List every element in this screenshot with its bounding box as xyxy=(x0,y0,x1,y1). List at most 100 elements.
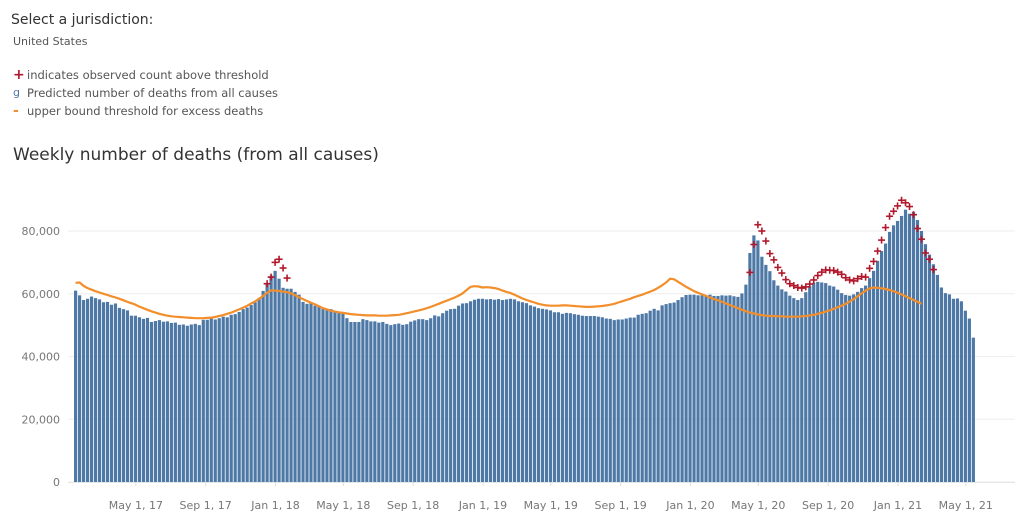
bar xyxy=(512,299,517,482)
bar xyxy=(453,308,457,482)
bar xyxy=(832,286,836,482)
bar xyxy=(181,324,185,482)
bar xyxy=(165,321,169,482)
bar xyxy=(508,298,513,482)
bar xyxy=(776,285,780,482)
above-threshold-marker xyxy=(830,267,838,275)
x-tick-label: May 1, 20 xyxy=(731,499,785,512)
bar xyxy=(353,321,357,482)
bar xyxy=(572,314,576,482)
bar xyxy=(161,321,165,482)
jurisdiction-select[interactable]: United States xyxy=(13,35,88,48)
bar xyxy=(576,314,580,482)
x-tick-label: Sep 1, 18 xyxy=(387,499,439,512)
bar xyxy=(245,307,249,482)
bar xyxy=(77,295,82,482)
x-tick-label: May 1, 17 xyxy=(109,499,163,512)
above-threshold-marker xyxy=(874,247,882,255)
bar xyxy=(748,252,752,482)
bar xyxy=(229,314,233,482)
above-threshold-marker xyxy=(818,268,826,276)
bar xyxy=(808,286,812,482)
bar xyxy=(540,308,545,482)
above-threshold-marker xyxy=(283,274,291,282)
bar xyxy=(465,303,469,482)
bar xyxy=(860,288,864,482)
bar xyxy=(875,260,880,482)
bar xyxy=(121,309,126,482)
bar xyxy=(676,300,680,482)
bar xyxy=(473,299,477,482)
bar xyxy=(943,293,948,482)
threshold-polyline xyxy=(75,277,922,320)
above-threshold-marker xyxy=(882,224,890,232)
bar xyxy=(588,316,592,482)
bar xyxy=(784,291,788,482)
bar xyxy=(301,301,305,482)
bar xyxy=(500,300,505,482)
bar xyxy=(293,291,297,482)
x-tick-label: Jan 1, 19 xyxy=(458,499,507,512)
bar xyxy=(377,322,381,482)
bar xyxy=(189,324,193,482)
bar xyxy=(361,319,365,482)
bar xyxy=(333,311,337,482)
bar xyxy=(852,294,856,482)
bar xyxy=(680,297,684,482)
above-threshold-marker xyxy=(279,264,287,272)
bar xyxy=(772,280,776,482)
bar xyxy=(824,283,828,482)
bar xyxy=(157,320,161,482)
bar xyxy=(947,294,952,482)
bar xyxy=(185,325,189,482)
bar xyxy=(145,317,150,482)
bar xyxy=(273,270,277,482)
bar xyxy=(580,315,584,482)
above-threshold-marker xyxy=(906,203,914,211)
bar xyxy=(249,305,253,482)
bar xyxy=(903,209,908,483)
legend-item-predicted: g Predicted number of deaths from all ca… xyxy=(13,84,278,102)
above-threshold-marker xyxy=(862,273,870,281)
bar xyxy=(756,240,760,482)
bar xyxy=(919,231,924,482)
bar xyxy=(409,321,413,482)
bar xyxy=(648,310,652,482)
bar-icon: g xyxy=(13,86,20,99)
bar xyxy=(341,313,345,482)
above-threshold-marker xyxy=(921,249,929,257)
above-threshold-marker xyxy=(870,257,878,265)
bar xyxy=(93,298,98,482)
bar xyxy=(915,220,920,483)
bar xyxy=(496,299,501,482)
bar xyxy=(357,321,361,482)
bar xyxy=(592,316,596,482)
bar xyxy=(788,295,792,482)
bar xyxy=(149,321,154,482)
above-threshold-marker xyxy=(790,282,798,290)
bar xyxy=(760,256,764,482)
bar xyxy=(504,299,509,482)
bar xyxy=(708,294,712,482)
bar xyxy=(816,281,820,482)
bar xyxy=(169,322,173,482)
bar xyxy=(692,294,696,482)
bar xyxy=(429,318,433,482)
bar xyxy=(724,295,728,482)
above-threshold-marker xyxy=(814,272,822,280)
bar xyxy=(608,318,612,482)
bar xyxy=(241,309,245,482)
bar xyxy=(373,321,377,482)
bar xyxy=(337,312,341,482)
bar xyxy=(959,301,963,482)
above-threshold-marker xyxy=(770,256,778,264)
above-threshold-marker xyxy=(263,280,271,288)
bar xyxy=(329,309,333,482)
x-tick-label: May 1, 19 xyxy=(524,499,578,512)
bar xyxy=(544,309,549,482)
bar xyxy=(848,295,852,482)
bar xyxy=(369,321,373,482)
bar xyxy=(656,310,660,482)
above-threshold-marker xyxy=(890,207,898,215)
bar xyxy=(480,298,485,482)
